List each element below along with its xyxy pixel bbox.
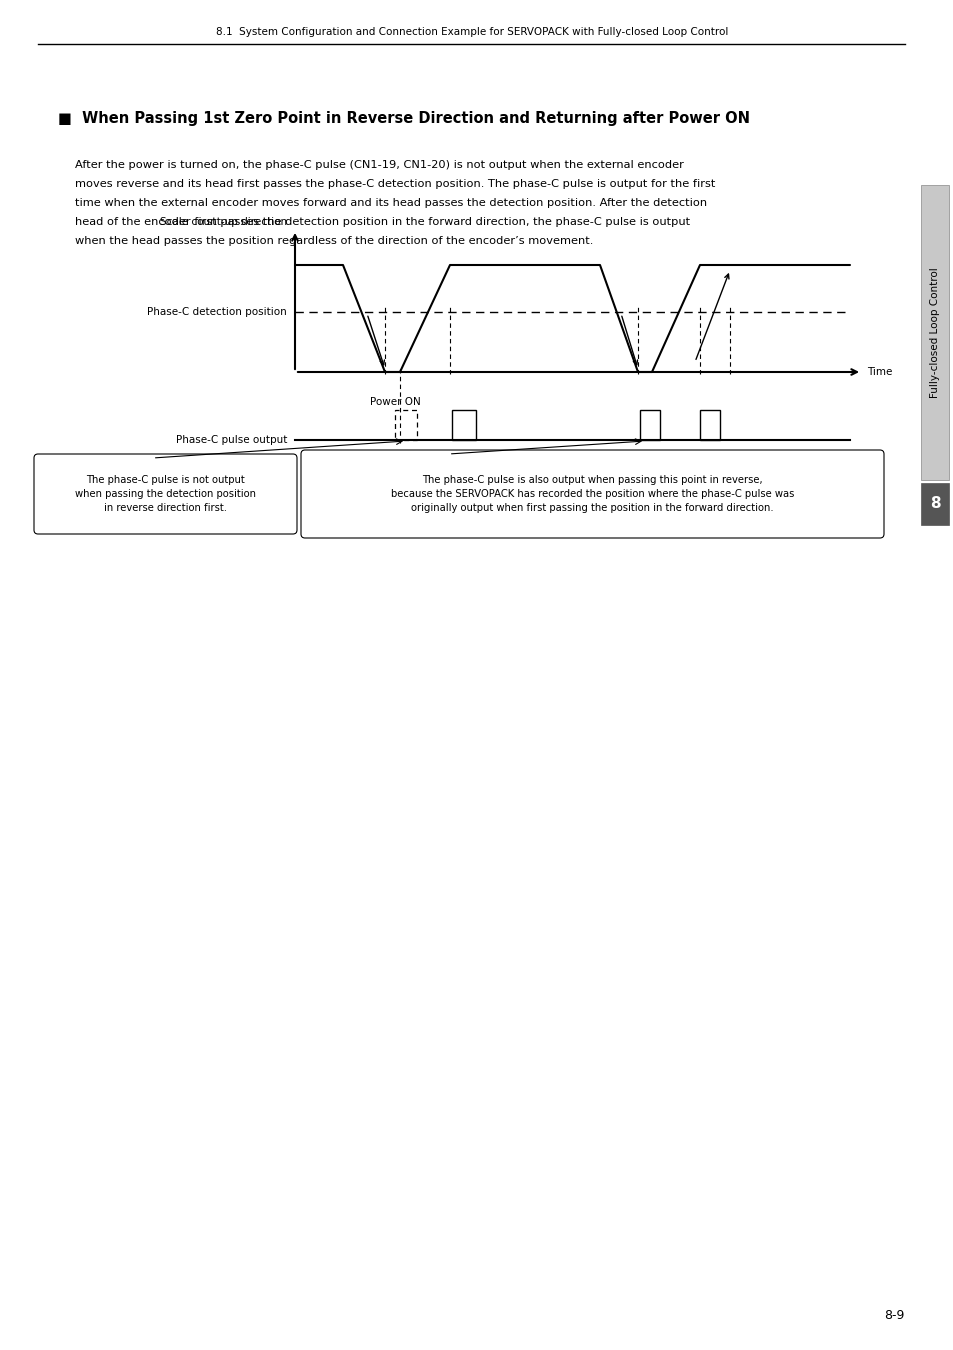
Text: Fully-closed Loop Control: Fully-closed Loop Control	[929, 267, 939, 398]
Bar	[700, 410, 720, 440]
Text: Power ON: Power ON	[369, 397, 420, 406]
Text: Phase-C pulse output: Phase-C pulse output	[175, 435, 287, 446]
FancyBboxPatch shape	[34, 454, 296, 535]
Text: head of the encoder first passes the detection position in the forward direction: head of the encoder first passes the det…	[75, 217, 689, 227]
Text: Time: Time	[866, 367, 891, 377]
Text: 8.1  System Configuration and Connection Example for SERVOPACK with Fully-closed: 8.1 System Configuration and Connection …	[215, 27, 727, 36]
Text: The phase-C pulse is not output
when passing the detection position
in reverse d: The phase-C pulse is not output when pas…	[75, 475, 255, 513]
Text: Scale count-up direction: Scale count-up direction	[160, 217, 287, 227]
Text: After the power is turned on, the phase-C pulse (CN1-19, CN1-20) is not output w: After the power is turned on, the phase-…	[75, 161, 683, 170]
Text: when the head passes the position regardless of the direction of the encoder’s m: when the head passes the position regard…	[75, 236, 593, 246]
Bar	[920, 185, 948, 481]
Text: 8: 8	[929, 497, 940, 512]
Text: The phase-C pulse is also output when passing this point in reverse,
because the: The phase-C pulse is also output when pa…	[391, 475, 793, 513]
Bar	[395, 410, 416, 440]
Bar	[639, 410, 659, 440]
Text: ■  When Passing 1st Zero Point in Reverse Direction and Returning after Power ON: ■ When Passing 1st Zero Point in Reverse…	[58, 111, 749, 126]
Text: time when the external encoder moves forward and its head passes the detection p: time when the external encoder moves for…	[75, 198, 706, 208]
Bar	[452, 410, 476, 440]
Bar	[920, 483, 948, 525]
FancyBboxPatch shape	[301, 450, 883, 539]
Text: 8-9: 8-9	[883, 1310, 904, 1322]
Text: moves reverse and its head first passes the phase-C detection position. The phas: moves reverse and its head first passes …	[75, 180, 715, 189]
Text: Phase-C detection position: Phase-C detection position	[147, 306, 287, 317]
